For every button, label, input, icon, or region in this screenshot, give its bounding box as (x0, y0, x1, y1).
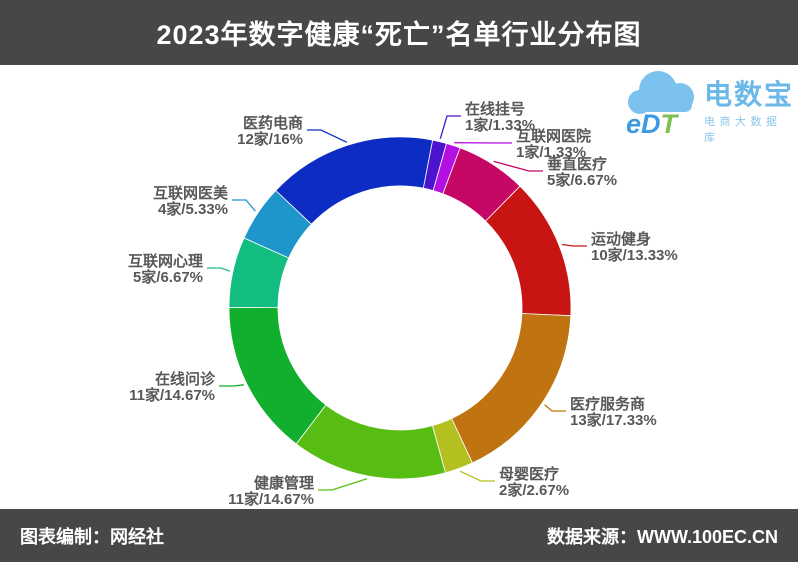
cloud-icon: eDT (624, 64, 704, 142)
brand-name: 电数宝 (704, 79, 795, 110)
slice-label-name: 互联网医院 (516, 127, 591, 145)
pie-segment (295, 404, 446, 480)
footer-bar: 图表编制：网经社 数据来源：WWW.100EC.CN (0, 509, 798, 562)
slice-label-value: 5家/6.67% (133, 268, 203, 286)
brand-tagline: 电商大数据库 (704, 116, 782, 144)
label-leader-line (207, 267, 231, 272)
slice-label-name: 在线挂号 (465, 100, 525, 118)
pie-segment (275, 136, 434, 225)
slice-label-name: 健康管理 (254, 474, 314, 492)
slice-label-value: 5家/6.67% (547, 171, 617, 189)
slice-label-name: 互联网医美 (153, 184, 229, 202)
slice-label-value: 11家/14.67% (228, 490, 314, 508)
label-leader-line (561, 243, 587, 247)
slice-label-name: 医药电商 (243, 114, 303, 132)
brand-logo: eDT 电数宝 电商大数据库 (624, 64, 795, 144)
label-leader-line (219, 384, 244, 387)
slice-label-value: 1家/1.33% (516, 143, 586, 161)
slice-label-name: 医疗服务商 (570, 395, 645, 413)
label-leader-line (493, 160, 543, 172)
footer-source: 数据来源：WWW.100EC.CN (546, 526, 778, 547)
slice-label-value: 4家/5.33% (158, 200, 228, 218)
slice-label-value: 11家/14.67% (129, 386, 215, 404)
label-leader-line (459, 470, 495, 482)
pie-segment (228, 306, 327, 445)
footer-credit: 图表编制：网经社 (20, 526, 164, 547)
donut-chart: 在线挂号1家/1.33%互联网医院1家/1.33%垂直医疗5家/6.67%运动健… (128, 100, 678, 508)
slice-label-name: 互联网心理 (128, 253, 203, 270)
cloud-shape (628, 71, 694, 114)
slice-label-value: 1家/1.33% (465, 116, 535, 134)
pie-segment (451, 313, 572, 464)
label-leader-line (307, 129, 348, 143)
slice-label-name: 运动健身 (591, 230, 651, 248)
page-title: 2023年数字健康“死亡”名单行业分布图 (156, 20, 642, 50)
slice-label-name: 垂直医疗 (547, 155, 607, 173)
slice-label-name: 母婴医疗 (499, 465, 559, 483)
slice-label-value: 12家/16% (237, 130, 303, 148)
slice-label-value: 13家/17.33% (570, 411, 657, 429)
slice-label-name: 在线问诊 (155, 370, 216, 388)
slice-label-value: 10家/13.33% (591, 246, 678, 264)
title-bar: 2023年数字健康“死亡”名单行业分布图 (0, 0, 798, 65)
label-leader-line (544, 404, 566, 412)
label-leader-line (232, 199, 256, 212)
label-leader-line (318, 478, 368, 491)
slice-label-value: 2家/2.67% (499, 481, 569, 499)
label-leader-line (439, 115, 461, 139)
logo-initials: eDT (626, 109, 678, 139)
